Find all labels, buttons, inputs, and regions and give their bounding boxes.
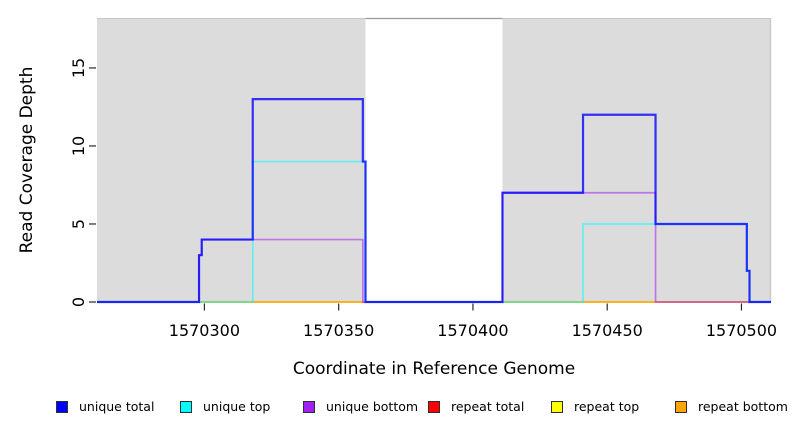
legend-label: repeat bottom [698,399,788,414]
y-tick-label: 5 [69,219,88,229]
x-tick-label: 1570450 [572,321,643,340]
legend-swatch-repeat-total-icon [428,401,440,413]
legend-item-repeat-total: repeat total [428,397,524,417]
legend-label: unique bottom [326,399,419,414]
x-tick-label: 1570400 [437,321,508,340]
legend-label: unique top [203,399,271,414]
x-tick-label: 1570350 [303,321,374,340]
chart-legend: unique total unique top unique bottom repea… [0,397,792,419]
legend-label: repeat top [574,399,640,414]
legend-swatch-unique-top-icon [180,401,192,413]
legend-item-repeat-bottom: repeat bottom [675,397,788,417]
x-axis-title: Coordinate in Reference Genome [293,359,575,379]
legend-swatch-repeat-bottom-icon [675,401,687,413]
shaded-region [97,18,366,302]
legend-swatch-unique-bottom-icon [303,401,315,413]
legend-swatch-unique-total-icon [56,401,68,413]
legend-item-unique-total: unique total [56,397,154,417]
series-line-unique-total [97,98,771,304]
x-tick-label: 1570500 [706,321,777,340]
shaded-region [502,18,771,302]
y-axis-title: Read Coverage Depth [17,67,37,254]
legend-label: repeat total [451,399,525,414]
legend-label: unique total [79,399,155,414]
legend-swatch-repeat-top-icon [551,401,563,413]
y-tick-label: 0 [69,297,88,307]
plot-area: 1570300 1570350 1570400 1570450 1570500 0 5 10 1… [69,17,777,340]
y-tick-label: 10 [69,136,88,156]
legend-item-unique-bottom: unique bottom [303,397,418,417]
x-tick-label: 1570300 [169,321,240,340]
y-tick-label: 15 [69,58,88,78]
legend-item-repeat-top: repeat top [551,397,639,417]
legend-item-unique-top: unique top [180,397,270,417]
